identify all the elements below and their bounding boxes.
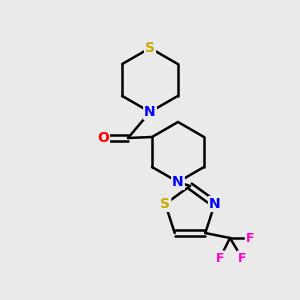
Text: F: F — [246, 232, 254, 244]
Text: N: N — [209, 197, 220, 211]
Text: N: N — [172, 175, 184, 189]
Text: F: F — [238, 251, 246, 265]
Text: F: F — [216, 251, 224, 265]
Text: S: S — [160, 197, 170, 211]
Text: S: S — [145, 41, 155, 55]
Text: N: N — [144, 105, 156, 119]
Text: O: O — [97, 131, 109, 145]
